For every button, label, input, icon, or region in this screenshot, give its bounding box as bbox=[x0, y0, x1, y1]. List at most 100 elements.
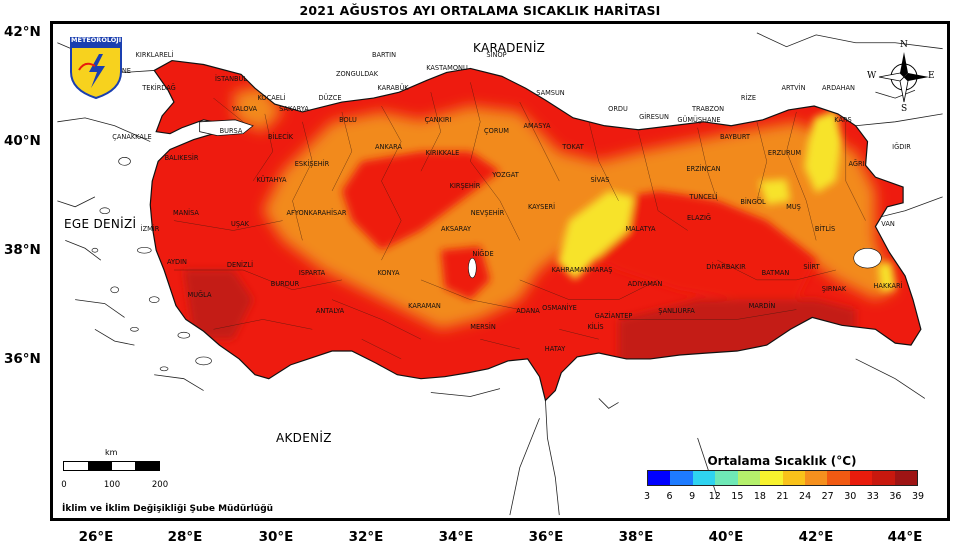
legend-swatch bbox=[715, 471, 738, 485]
province-label: KIRŞEHİR bbox=[449, 181, 481, 190]
province-label: YALOVA bbox=[231, 105, 258, 114]
map-canvas bbox=[57, 32, 943, 516]
province-label: ERZURUM bbox=[767, 148, 802, 157]
legend-tick-labels: 3 6 9 12 15 18 21 24 27 30 33 36 39 bbox=[640, 491, 926, 503]
lon-tick-44: 44°E bbox=[887, 529, 923, 545]
province-label: HAKKARİ bbox=[873, 282, 903, 291]
province-label: AMASYA bbox=[523, 121, 551, 130]
lon-tick-42: 42°E bbox=[798, 529, 834, 545]
province-label: AFYONKARAHİSAR bbox=[286, 208, 347, 217]
province-label: BİNGÖL bbox=[740, 197, 766, 206]
province-label: ARTVİN bbox=[781, 83, 806, 92]
legend-tick: 39 bbox=[911, 491, 925, 502]
province-label: AYDIN bbox=[167, 257, 187, 266]
province-label: DENİZLİ bbox=[226, 260, 254, 269]
legend-tick: 33 bbox=[866, 491, 879, 502]
province-label: BİTLİS bbox=[814, 225, 836, 234]
province-label: ŞANLIURFA bbox=[658, 306, 695, 315]
meteorology-logo bbox=[70, 37, 122, 100]
province-label: RİZE bbox=[740, 94, 757, 103]
legend-title: Ortalama Sıcaklık (°C) bbox=[707, 454, 857, 468]
province-label: ISPARTA bbox=[298, 268, 326, 277]
lon-tick-28: 28°E bbox=[167, 529, 203, 545]
province-label: BAYBURT bbox=[719, 132, 751, 141]
province-label: HATAY bbox=[544, 345, 566, 354]
lon-tick-30: 30°E bbox=[258, 529, 294, 545]
province-label: BİLECİK bbox=[267, 132, 294, 141]
province-label: İSTANBUL bbox=[214, 75, 248, 84]
province-label: ŞIRNAK bbox=[821, 285, 847, 294]
compass-s: S bbox=[901, 104, 908, 114]
sea-label-black-sea: KARADENİZ bbox=[473, 41, 546, 55]
province-label: AKSARAY bbox=[441, 225, 471, 234]
legend-tick: 36 bbox=[889, 491, 902, 502]
province-label: BARTIN bbox=[371, 50, 397, 59]
scale-label-100: 100 bbox=[103, 480, 121, 490]
province-label: ERZİNCAN bbox=[686, 165, 721, 174]
province-label: ESKİŞEHİR bbox=[294, 159, 330, 168]
legend-tick: 30 bbox=[844, 491, 857, 502]
province-label: MERSİN bbox=[470, 323, 496, 332]
province-label: ARDAHAN bbox=[822, 83, 855, 92]
province-label: AĞRI bbox=[848, 159, 865, 168]
compass-w: W bbox=[867, 71, 877, 81]
province-label: ZONGULDAK bbox=[335, 69, 379, 78]
province-label: KARABÜK bbox=[377, 83, 409, 92]
province-label: MUĞLA bbox=[187, 290, 212, 299]
scale-bar bbox=[63, 461, 160, 471]
legend-tick: 12 bbox=[708, 491, 721, 502]
map-frame bbox=[50, 21, 950, 521]
province-label: DİYARBAKIR bbox=[706, 263, 746, 272]
province-label: KAYSERİ bbox=[527, 203, 556, 212]
lon-tick-36: 36°E bbox=[528, 529, 564, 545]
province-label: GİRESUN bbox=[639, 113, 669, 122]
province-label: OSMANİYE bbox=[542, 304, 577, 313]
legend-swatch bbox=[760, 471, 783, 485]
legend-tick: 18 bbox=[753, 491, 766, 502]
province-label: ÇORUM bbox=[484, 127, 509, 136]
province-label: SİVAS bbox=[590, 176, 610, 185]
province-label: MANİSA bbox=[173, 208, 199, 217]
province-label: KAHRAMANMARAŞ bbox=[551, 266, 613, 275]
compass-e: E bbox=[928, 71, 935, 81]
legend-tick: 6 bbox=[666, 491, 673, 502]
province-label: ANKARA bbox=[375, 143, 402, 152]
province-label: KIRIKKALE bbox=[425, 148, 460, 157]
legend-swatch bbox=[692, 471, 716, 485]
legend-swatch bbox=[849, 471, 873, 485]
lon-tick-34: 34°E bbox=[438, 529, 474, 545]
legend-tick: 9 bbox=[689, 491, 696, 502]
sea-label-aegean: EGE DENİZİ bbox=[64, 217, 137, 231]
province-label: KASTAMONU bbox=[426, 64, 468, 73]
province-label: GAZİANTEP bbox=[594, 312, 633, 321]
lat-tick-38: 38°N bbox=[4, 242, 41, 258]
legend-tick: 27 bbox=[821, 491, 834, 502]
province-label: MARDİN bbox=[748, 301, 776, 310]
legend-tick: 21 bbox=[776, 491, 789, 502]
scale-label-0: 0 bbox=[61, 480, 67, 490]
province-label: ADANA bbox=[516, 306, 540, 315]
province-label: İZMİR bbox=[140, 225, 160, 234]
province-label: KARAMAN bbox=[408, 301, 441, 310]
province-label: BALIKESİR bbox=[164, 154, 199, 163]
lon-tick-40: 40°E bbox=[708, 529, 744, 545]
province-label: KÜTAHYA bbox=[256, 176, 287, 185]
legend-swatch bbox=[894, 471, 918, 485]
lon-tick-32: 32°E bbox=[348, 529, 384, 545]
province-label: ANTALYA bbox=[315, 306, 345, 315]
scale-label-200: 200 bbox=[151, 480, 169, 490]
province-label: TRABZON bbox=[691, 105, 725, 114]
legend-tick: 15 bbox=[731, 491, 744, 502]
province-label: NİĞDE bbox=[472, 249, 494, 258]
lon-tick-38: 38°E bbox=[618, 529, 654, 545]
scale-unit: km bbox=[105, 448, 118, 457]
province-label: ELAZIĞ bbox=[686, 214, 712, 223]
legend-swatch bbox=[648, 471, 671, 485]
province-label: NEVŞEHİR bbox=[470, 208, 505, 217]
lat-tick-36: 36°N bbox=[4, 351, 41, 367]
legend-tick: 24 bbox=[799, 491, 812, 502]
province-label: KOCAELİ bbox=[257, 94, 286, 103]
province-label: KARS bbox=[834, 116, 852, 125]
province-label: SİİRT bbox=[803, 263, 820, 272]
province-label: SİNOP bbox=[486, 50, 507, 59]
